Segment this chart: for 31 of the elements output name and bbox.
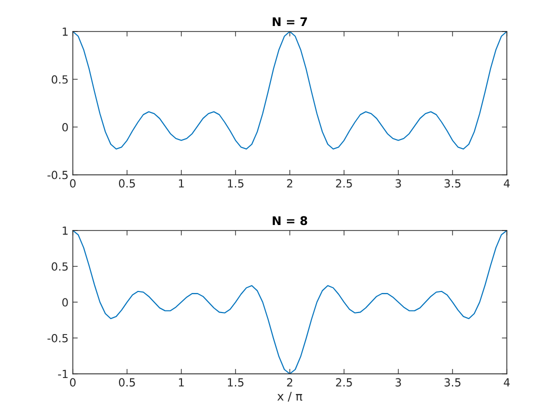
- x-tick-label: 1: [178, 378, 184, 386]
- x-tick-label: 0.5: [118, 378, 135, 387]
- y-tick-label: -0.5: [48, 170, 68, 180]
- x-tick-label: 3.5: [444, 378, 460, 387]
- x-tick-label: 0: [70, 179, 76, 188]
- x-tick-label: 3: [396, 378, 401, 387]
- y-tick-label: 0: [62, 123, 68, 132]
- x-tick-label: 2.5: [336, 378, 352, 387]
- x-tick-label: 4: [504, 179, 510, 188]
- y-tick-label: 1: [62, 28, 68, 36]
- x-tick-label: 1: [178, 179, 184, 188]
- chart-title: N = 7: [272, 17, 307, 26]
- y-tick-label: -0.5: [48, 334, 68, 342]
- x-tick-label: 2: [287, 179, 292, 188]
- x-tick-label: 2.5: [336, 179, 352, 188]
- x-tick-label: 0.5: [118, 179, 135, 188]
- x-tick-label: 4: [504, 378, 510, 386]
- x-tick-label: 1.5: [228, 179, 244, 188]
- y-tick-label: 1: [62, 226, 68, 235]
- line-series: [72, 230, 507, 374]
- x-axis-title: x / π: [277, 392, 302, 402]
- y-tick-label: 0: [62, 298, 68, 307]
- y-tick-label: -1: [58, 370, 68, 378]
- y-tick-label: 0.5: [52, 262, 68, 271]
- x-tick-label: 3: [396, 179, 401, 188]
- x-tick-label: 3.5: [444, 179, 460, 188]
- chart-title: N = 8: [272, 216, 308, 226]
- x-tick-label: 0: [70, 378, 76, 387]
- y-tick-label: 0.5: [52, 75, 68, 84]
- x-tick-label: 2: [287, 378, 292, 386]
- x-tick-label: 1.5: [228, 378, 244, 387]
